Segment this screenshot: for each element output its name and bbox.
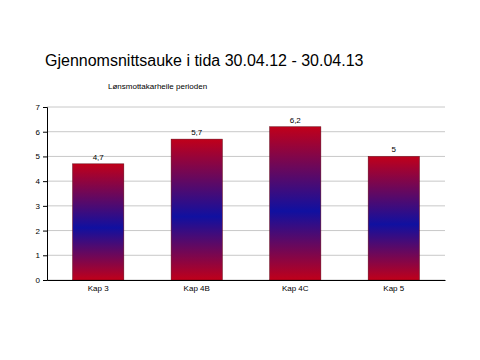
title: Gjennomsnittsauke i tida 30.04.12 - 30.0… <box>45 52 364 69</box>
y-tick-mark <box>43 255 47 256</box>
y-tick-label: 4 <box>36 177 41 186</box>
y-tick-mark <box>43 206 47 207</box>
y-tick-label: 2 <box>36 227 41 236</box>
y-tick-mark <box>43 107 47 108</box>
y-tick-mark <box>43 132 47 133</box>
y-tick: 5 <box>36 152 47 161</box>
y-axis: 0 1 2 3 4 5 6 7 <box>36 103 48 285</box>
grid-line <box>47 131 445 132</box>
y-tick: 0 <box>36 276 47 285</box>
y-tick: 3 <box>36 202 47 211</box>
x-tick: Kap 4C <box>282 280 309 293</box>
data-labels: 4,7 5,7 6,2 5 <box>93 116 397 162</box>
x-axis-line <box>48 280 446 281</box>
x-tick: Kap 3 <box>88 280 109 293</box>
y-tick: 1 <box>36 251 47 260</box>
y-tick-mark <box>43 231 47 232</box>
y-tick: 4 <box>36 177 47 186</box>
subtitle: Lønsmottakarheile perioden <box>108 82 207 91</box>
x-tick-label: Kap 4C <box>282 284 309 293</box>
y-tick-label: 6 <box>36 128 41 137</box>
x-tick-label: Kap 5 <box>383 284 404 293</box>
x-axis: Kap 3 Kap 4B Kap 4C Kap 5 <box>48 280 446 293</box>
data-label: 6,2 <box>290 116 302 125</box>
y-tick-mark <box>43 181 47 182</box>
x-tick: Kap 4B <box>184 280 210 293</box>
y-tick-label: 3 <box>36 202 41 211</box>
y-tick-label: 5 <box>36 152 41 161</box>
plot: 0 1 2 3 4 5 6 7 Kap 3 Kap 4B Kap 4C Kap 5 4,7 5,7 6,2 5 <box>36 103 446 293</box>
y-tick-mark <box>43 156 47 157</box>
y-tick-mark <box>43 280 47 281</box>
bars <box>73 127 420 280</box>
y-tick: 6 <box>36 128 47 137</box>
data-label: 5,7 <box>191 128 203 137</box>
bar <box>270 127 321 280</box>
x-tick-label: Kap 4B <box>184 284 210 293</box>
data-label: 5 <box>392 145 397 154</box>
x-tick: Kap 5 <box>383 280 404 293</box>
x-tick-label: Kap 3 <box>88 284 109 293</box>
data-label: 4,7 <box>93 153 105 162</box>
y-axis-line <box>43 108 48 281</box>
grid-line <box>47 107 445 108</box>
y-tick-label: 7 <box>36 103 41 112</box>
chart: Gjennomsnittsauke i tida 30.04.12 - 30.0… <box>0 0 480 360</box>
bar <box>368 156 419 280</box>
y-tick-label: 0 <box>36 276 41 285</box>
grid <box>47 107 445 280</box>
y-tick: 2 <box>36 227 47 236</box>
y-tick-label: 1 <box>36 251 41 260</box>
bar <box>171 139 222 280</box>
bar <box>73 164 124 280</box>
y-tick: 7 <box>36 103 47 112</box>
